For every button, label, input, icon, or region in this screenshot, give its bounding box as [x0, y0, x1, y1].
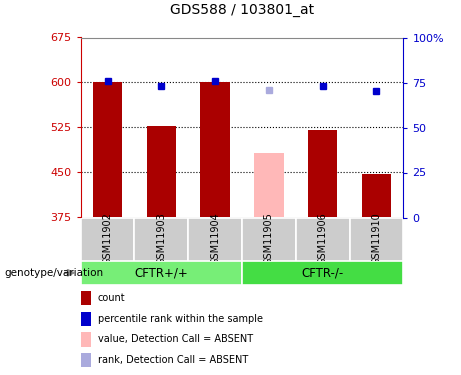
Bar	[308, 130, 337, 218]
Text: rank, Detection Call = ABSENT: rank, Detection Call = ABSENT	[98, 355, 248, 365]
Text: value, Detection Call = ABSENT: value, Detection Call = ABSENT	[98, 334, 253, 344]
Text: GSM11902: GSM11902	[102, 212, 112, 265]
Text: GDS588 / 103801_at: GDS588 / 103801_at	[170, 3, 314, 17]
Text: count: count	[98, 293, 125, 303]
Bar	[81, 261, 242, 285]
Text: GSM11904: GSM11904	[210, 212, 220, 265]
Bar	[135, 217, 188, 261]
Bar	[254, 153, 284, 218]
Text: GSM11906: GSM11906	[318, 212, 328, 265]
Bar	[147, 126, 176, 218]
Bar	[242, 217, 296, 261]
Text: CFTR+/+: CFTR+/+	[135, 266, 188, 279]
Bar	[349, 217, 403, 261]
Text: GSM11910: GSM11910	[372, 212, 382, 265]
Bar	[81, 217, 135, 261]
Text: percentile rank within the sample: percentile rank within the sample	[98, 314, 263, 324]
Text: GSM11903: GSM11903	[156, 212, 166, 265]
Bar	[362, 174, 391, 217]
Bar	[188, 217, 242, 261]
Bar	[296, 217, 349, 261]
Bar	[93, 82, 122, 218]
Text: genotype/variation: genotype/variation	[5, 268, 104, 278]
Text: CFTR-/-: CFTR-/-	[301, 266, 344, 279]
Text: GSM11905: GSM11905	[264, 212, 274, 265]
Bar	[242, 261, 403, 285]
Bar	[201, 82, 230, 218]
